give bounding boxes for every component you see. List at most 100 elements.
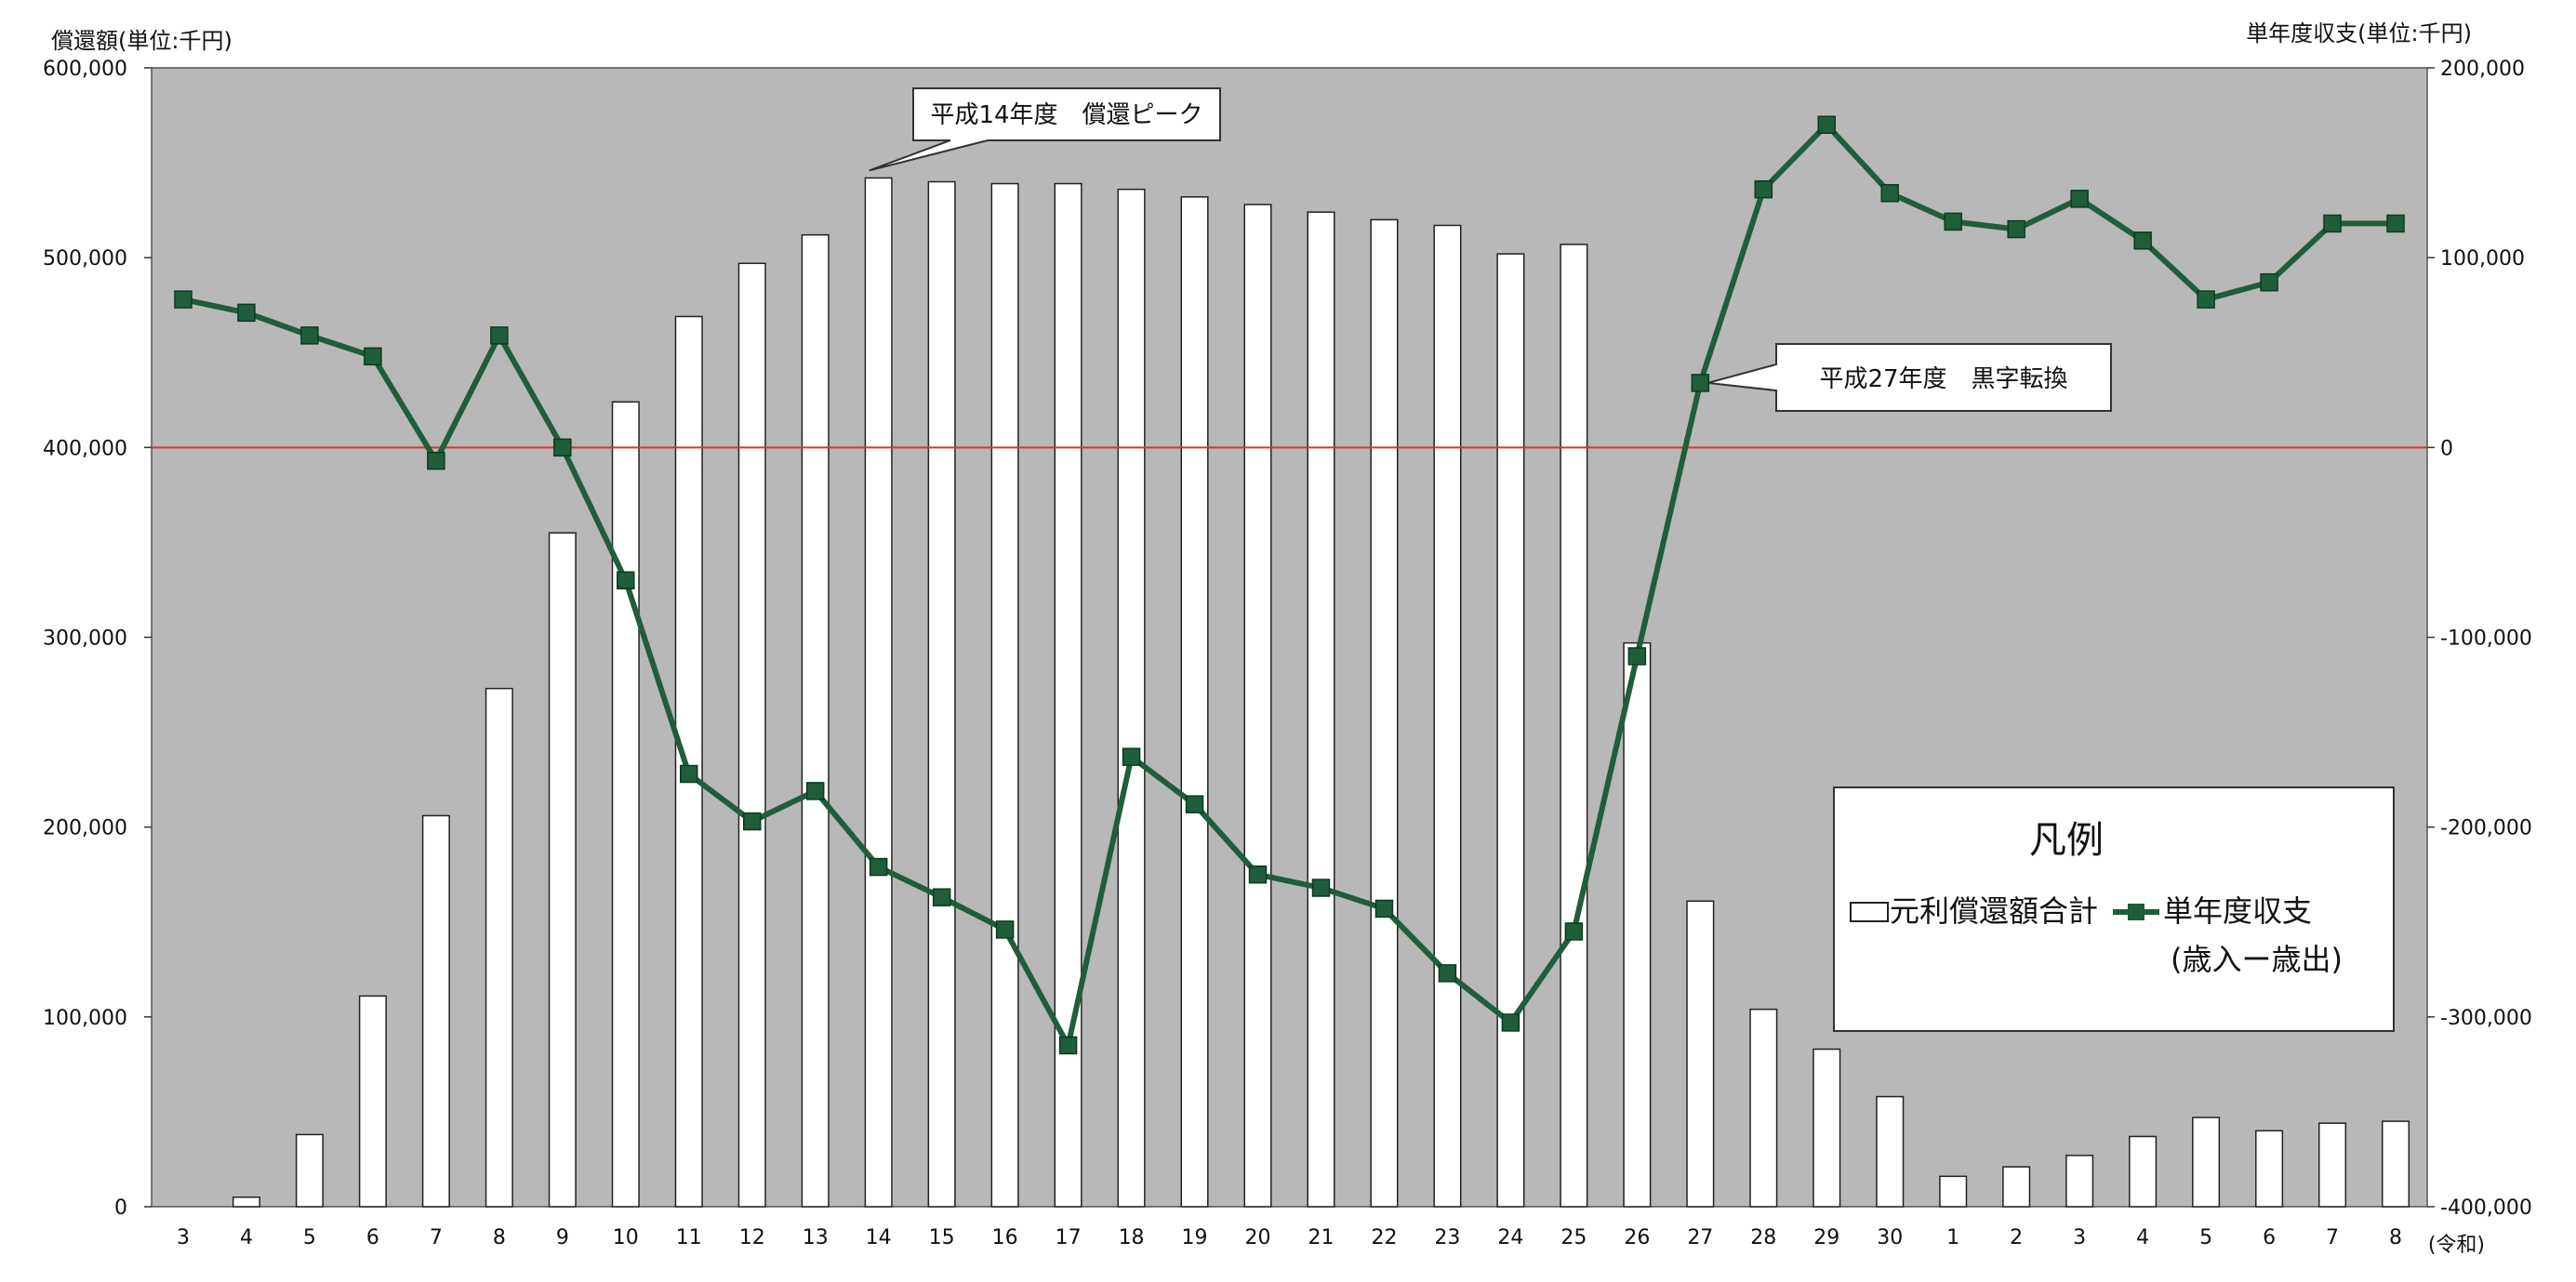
x-tick-label: 28 bbox=[1750, 1226, 1776, 1249]
line-point bbox=[1058, 1036, 1078, 1055]
legend-bar-label: 元利償還額合計 bbox=[1890, 893, 2098, 929]
line-point bbox=[1754, 179, 1773, 199]
line-point bbox=[995, 920, 1015, 939]
x-tick-label: 14 bbox=[866, 1226, 892, 1249]
bar bbox=[2002, 1166, 2031, 1208]
line-point bbox=[2070, 190, 2089, 208]
bar bbox=[674, 315, 703, 1208]
legend: 凡例 元利償還額合計 単年度収支 (歳入ー歳出) bbox=[1833, 786, 2395, 1032]
bar bbox=[801, 233, 830, 1208]
bar bbox=[1496, 253, 1525, 1208]
bar bbox=[1939, 1175, 1968, 1208]
right-tick-label: -100,000 bbox=[2440, 628, 2532, 651]
left-tick-label: 300,000 bbox=[43, 628, 127, 651]
bar bbox=[1876, 1095, 1905, 1208]
x-axis-era-label: (令和) bbox=[2428, 1234, 2485, 1257]
legend-title: 凡例 bbox=[2029, 819, 2104, 862]
bar bbox=[737, 262, 766, 1208]
line-point bbox=[364, 347, 382, 366]
annotation-callout-turnaround bbox=[1707, 343, 2112, 412]
line-point bbox=[553, 438, 572, 457]
bar bbox=[1560, 244, 1588, 1208]
x-tick-label: 9 bbox=[556, 1226, 569, 1249]
right-axis-ticks: -400,000 -300,000 -200,000 -100,000 0 100,000… bbox=[2427, 58, 2532, 1220]
line-point bbox=[1311, 879, 1331, 897]
line-series-path bbox=[182, 122, 2397, 1049]
x-tick-label: 25 bbox=[1560, 1226, 1587, 1249]
left-tick-label: 500,000 bbox=[43, 247, 127, 271]
line-point bbox=[617, 571, 635, 589]
line-point bbox=[2133, 231, 2152, 250]
right-tick-label: 200,000 bbox=[2440, 58, 2525, 81]
bar bbox=[864, 177, 893, 1208]
line-point bbox=[427, 451, 445, 470]
x-tick-label: 1 bbox=[1946, 1226, 1959, 1249]
right-tick-label: 100,000 bbox=[2440, 247, 2525, 271]
right-axis-title: 単年度収支(単位:千円) bbox=[2246, 20, 2472, 46]
right-tick-label: -300,000 bbox=[2440, 1007, 2532, 1030]
bar bbox=[2255, 1130, 2284, 1208]
bar bbox=[1243, 204, 1272, 1208]
left-axis-ticks: 0 100,000 200,000 300,000 400,000 500,000 600,… bbox=[43, 58, 152, 1220]
bar bbox=[485, 687, 513, 1208]
bar bbox=[2192, 1117, 2221, 1208]
line-point bbox=[2386, 214, 2405, 233]
bar bbox=[1812, 1048, 1841, 1208]
left-axis-title: 償還額(単位:千円) bbox=[51, 28, 232, 54]
x-tick-label: 29 bbox=[1813, 1226, 1839, 1249]
x-tick-label: 20 bbox=[1245, 1226, 1271, 1249]
line-point bbox=[2323, 214, 2342, 233]
x-tick-label: 8 bbox=[2389, 1226, 2402, 1249]
left-tick-label: 100,000 bbox=[43, 1007, 127, 1030]
x-tick-label: 27 bbox=[1687, 1226, 1713, 1249]
bar bbox=[990, 182, 1019, 1208]
bar-series bbox=[232, 177, 2410, 1208]
line-point bbox=[490, 326, 509, 345]
bar bbox=[1686, 900, 1715, 1208]
x-tick-label: 5 bbox=[303, 1226, 316, 1249]
x-tick-label: 10 bbox=[613, 1226, 639, 1249]
line-point bbox=[1627, 647, 1647, 666]
x-tick-label: 24 bbox=[1497, 1226, 1523, 1249]
line-point bbox=[174, 290, 193, 309]
annotation-text-peak: 平成14年度 償還ピーク bbox=[930, 101, 1202, 129]
left-tick-label: 600,000 bbox=[43, 58, 127, 81]
line-point bbox=[1374, 899, 1394, 919]
bar bbox=[927, 180, 956, 1208]
bar bbox=[2065, 1155, 2094, 1208]
line-point bbox=[1564, 922, 1584, 941]
line-point bbox=[932, 888, 951, 906]
bar bbox=[1433, 224, 1462, 1208]
bar bbox=[611, 401, 640, 1208]
left-tick-label: 0 bbox=[114, 1196, 127, 1220]
left-tick-label: 200,000 bbox=[43, 817, 127, 840]
bar bbox=[1307, 211, 1335, 1208]
x-tick-label: 6 bbox=[366, 1226, 379, 1249]
right-tick-label: -200,000 bbox=[2440, 817, 2532, 840]
line-point bbox=[1880, 184, 1899, 203]
x-axis-ticks: 3 4 5 6 7 8 9 10 11 12 13 14 15 16 17 18 19 20 21 22 23 24 25 2… bbox=[177, 1226, 2402, 1249]
x-tick-label: 4 bbox=[240, 1226, 253, 1249]
bar bbox=[2129, 1135, 2158, 1208]
x-tick-label: 23 bbox=[1434, 1226, 1460, 1249]
right-tick-label: -400,000 bbox=[2440, 1196, 2532, 1220]
bar bbox=[2318, 1122, 2347, 1208]
x-tick-label: 3 bbox=[2073, 1226, 2086, 1249]
x-tick-label: 3 bbox=[177, 1226, 190, 1249]
line-point bbox=[680, 764, 698, 784]
line-point bbox=[742, 812, 762, 831]
x-tick-label: 16 bbox=[992, 1226, 1018, 1249]
x-tick-label: 19 bbox=[1182, 1226, 1208, 1249]
x-tick-label: 15 bbox=[929, 1226, 955, 1249]
x-tick-label: 22 bbox=[1371, 1226, 1397, 1249]
legend-line-marker bbox=[2128, 904, 2144, 920]
x-tick-label: 6 bbox=[2263, 1226, 2276, 1249]
x-tick-label: 18 bbox=[1119, 1226, 1145, 1249]
line-point bbox=[869, 857, 888, 877]
x-tick-label: 30 bbox=[1877, 1226, 1903, 1249]
x-tick-label: 17 bbox=[1056, 1226, 1082, 1249]
bar bbox=[421, 814, 450, 1208]
bar bbox=[2381, 1120, 2410, 1208]
